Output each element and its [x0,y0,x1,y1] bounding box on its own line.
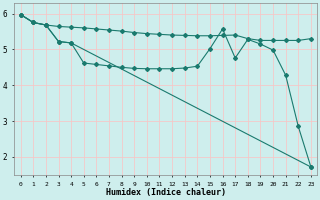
X-axis label: Humidex (Indice chaleur): Humidex (Indice chaleur) [106,188,226,197]
